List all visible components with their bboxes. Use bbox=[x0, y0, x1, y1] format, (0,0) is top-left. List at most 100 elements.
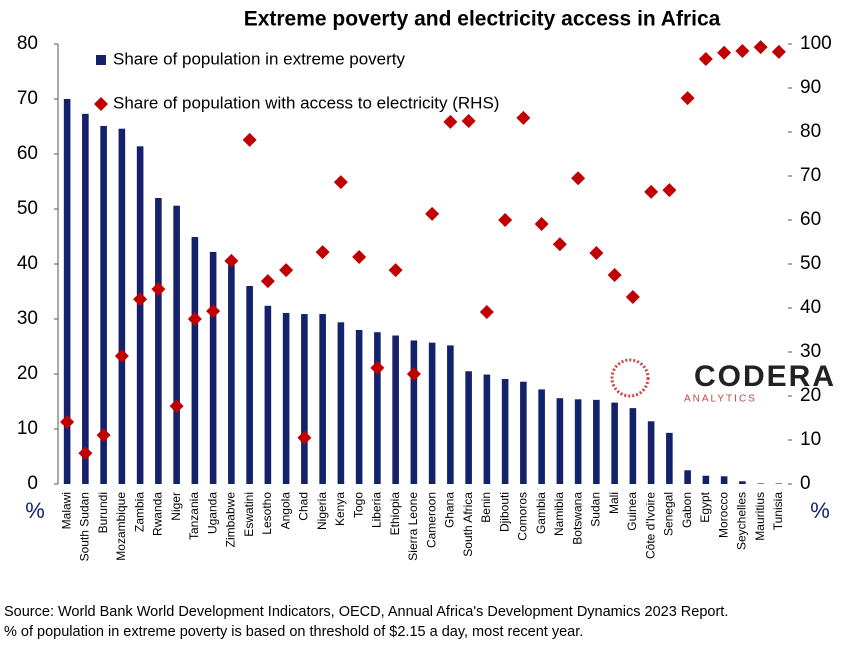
x-tick-label: Ethiopia bbox=[388, 492, 402, 536]
y2-tick-label: 80 bbox=[800, 121, 821, 142]
y2-tick-label: 100 bbox=[800, 33, 832, 54]
bar bbox=[392, 335, 399, 484]
bar bbox=[155, 198, 162, 484]
y2-tick-label: 50 bbox=[800, 253, 821, 274]
x-tick-label: Liberia bbox=[370, 492, 384, 528]
bar bbox=[100, 125, 107, 484]
bar bbox=[465, 371, 472, 484]
x-tick-label: Botswana bbox=[570, 492, 584, 545]
marker bbox=[735, 44, 750, 59]
bar bbox=[538, 389, 545, 484]
bar bbox=[593, 399, 600, 484]
bar bbox=[520, 381, 527, 484]
legend-label: Share of population in extreme poverty bbox=[113, 49, 406, 68]
bar bbox=[447, 345, 454, 484]
y-tick-label: 10 bbox=[17, 418, 38, 439]
y2-tick-label: 70 bbox=[800, 165, 821, 186]
x-tick-label: Morocco bbox=[716, 492, 730, 538]
x-tick-label: Rwanda bbox=[151, 492, 165, 536]
bar bbox=[209, 251, 217, 484]
x-tick-label: Zambia bbox=[132, 492, 146, 532]
y-tick-label: 50 bbox=[17, 198, 38, 219]
x-tick-label: South Africa bbox=[461, 492, 475, 557]
marker bbox=[114, 348, 129, 363]
marker bbox=[644, 184, 659, 199]
bar bbox=[82, 113, 89, 484]
marker bbox=[443, 114, 458, 129]
x-tick-label: Sierra Leone bbox=[406, 492, 420, 561]
marker bbox=[753, 40, 768, 55]
marker bbox=[607, 268, 622, 282]
legend-swatch bbox=[96, 55, 106, 65]
y-tick-label: 80 bbox=[17, 33, 38, 54]
y-tick-label: 60 bbox=[17, 143, 38, 164]
x-tick-label: Guinea bbox=[625, 492, 639, 531]
x-tick-label: Gambia bbox=[534, 492, 548, 534]
bar bbox=[611, 402, 618, 484]
source-line: Source: World Bank World Development Ind… bbox=[4, 604, 728, 620]
y2-tick-label: 60 bbox=[800, 209, 821, 230]
legend-label: Share of population with access to elect… bbox=[113, 93, 499, 112]
x-tick-label: South Sudan bbox=[78, 492, 92, 561]
bar bbox=[757, 483, 764, 484]
y-tick-label: 40 bbox=[17, 253, 38, 274]
marker bbox=[406, 367, 421, 381]
x-tick-label: Chad bbox=[297, 492, 311, 521]
marker bbox=[279, 263, 294, 278]
legend-swatch bbox=[94, 97, 108, 111]
marker bbox=[698, 51, 713, 66]
marker bbox=[571, 171, 586, 186]
x-tick-label: Tanzania bbox=[187, 492, 201, 540]
bar bbox=[173, 205, 180, 484]
marker bbox=[388, 263, 403, 278]
bar bbox=[574, 399, 582, 484]
bar bbox=[136, 146, 144, 485]
bar bbox=[428, 342, 436, 484]
marker bbox=[534, 216, 549, 231]
bar bbox=[410, 340, 418, 484]
x-tick-label: Eswatini bbox=[242, 492, 256, 537]
marker bbox=[461, 114, 476, 128]
marker bbox=[242, 132, 257, 147]
marker bbox=[498, 213, 513, 227]
y2-tick-label: 90 bbox=[800, 77, 821, 98]
bar bbox=[501, 378, 509, 484]
bar bbox=[355, 330, 363, 484]
x-tick-label: Angola bbox=[278, 492, 292, 530]
x-tick-label: Senegal bbox=[662, 492, 676, 536]
marker bbox=[425, 206, 440, 221]
y-unit: % bbox=[25, 498, 45, 523]
y-tick-label: 30 bbox=[17, 308, 38, 329]
bar bbox=[191, 237, 199, 484]
x-tick-label: Burundi bbox=[96, 492, 110, 533]
marker bbox=[78, 446, 93, 461]
x-tick-label: Namibia bbox=[552, 492, 566, 536]
y2-tick-label: 40 bbox=[800, 297, 821, 318]
marker bbox=[680, 91, 695, 106]
x-tick-label: Mali bbox=[607, 492, 621, 514]
marker bbox=[370, 360, 385, 375]
marker bbox=[662, 183, 677, 198]
marker bbox=[133, 292, 148, 307]
bar bbox=[720, 476, 728, 484]
marker bbox=[352, 249, 367, 264]
marker bbox=[260, 274, 275, 289]
marker bbox=[96, 428, 111, 443]
bar bbox=[337, 322, 345, 484]
marker bbox=[315, 245, 330, 260]
logo-icon bbox=[610, 358, 650, 398]
marker bbox=[206, 304, 221, 319]
bar bbox=[739, 481, 746, 484]
x-tick-label: Nigeria bbox=[315, 492, 329, 530]
bar bbox=[556, 398, 564, 484]
bar bbox=[684, 470, 691, 484]
logo-sub: ANALYTICS bbox=[684, 394, 757, 405]
bar bbox=[228, 265, 235, 484]
y2-tick-label: 30 bbox=[800, 341, 821, 362]
y2-tick-label: 10 bbox=[800, 429, 821, 450]
logo-name: CODERA bbox=[694, 360, 836, 393]
marker bbox=[516, 110, 531, 125]
x-tick-label: Gabon bbox=[680, 492, 694, 528]
marker bbox=[333, 175, 348, 190]
